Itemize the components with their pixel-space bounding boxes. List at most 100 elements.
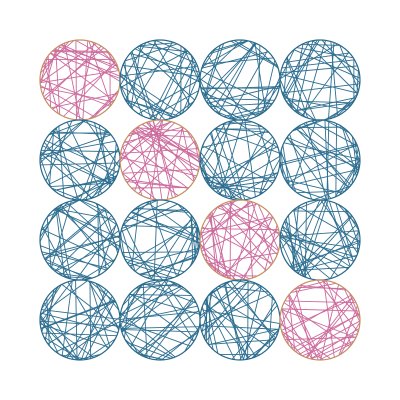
chord-line bbox=[339, 44, 359, 91]
chord-line bbox=[207, 55, 246, 120]
chord-line bbox=[84, 300, 116, 360]
chord-line bbox=[202, 40, 249, 68]
chord-line bbox=[323, 280, 335, 358]
chord-line bbox=[41, 149, 120, 153]
chord-line bbox=[280, 143, 357, 164]
chord-line bbox=[80, 199, 111, 214]
chord-line bbox=[40, 323, 110, 348]
chord-line bbox=[288, 295, 296, 352]
chord-line bbox=[319, 342, 353, 361]
chord-line bbox=[194, 139, 201, 166]
chord-line bbox=[47, 300, 116, 345]
chord-line bbox=[335, 123, 338, 197]
chord-line bbox=[291, 120, 317, 189]
chord-line bbox=[201, 306, 214, 350]
chord-line bbox=[341, 126, 357, 177]
chord-line bbox=[209, 133, 233, 200]
chord-line bbox=[293, 119, 321, 131]
chord-line bbox=[124, 60, 129, 105]
circle bbox=[39, 279, 121, 361]
chord-line bbox=[122, 225, 199, 229]
chord-line bbox=[285, 100, 353, 104]
chord-line bbox=[40, 299, 115, 329]
chord-line bbox=[124, 43, 178, 62]
chord-line bbox=[304, 202, 307, 278]
chord-line bbox=[146, 201, 201, 241]
chord-line bbox=[149, 49, 187, 120]
chord-line bbox=[153, 40, 192, 106]
chord-line bbox=[294, 280, 328, 290]
chord-line bbox=[286, 57, 316, 120]
chord-line bbox=[200, 86, 280, 90]
chord-line bbox=[281, 308, 313, 360]
chord-line bbox=[74, 169, 119, 201]
chord-line bbox=[328, 200, 351, 267]
circle bbox=[199, 119, 281, 201]
chord-line bbox=[129, 293, 200, 315]
chord-line bbox=[338, 305, 358, 356]
chord-line bbox=[205, 203, 258, 220]
chord-line bbox=[139, 279, 166, 287]
chord-line bbox=[291, 239, 361, 269]
chord-line bbox=[84, 338, 116, 361]
chord-line bbox=[136, 127, 189, 132]
chord-line bbox=[205, 146, 278, 181]
chord-line bbox=[120, 73, 182, 115]
chord-line bbox=[199, 165, 213, 189]
chord-line bbox=[60, 230, 120, 276]
chord-line bbox=[298, 200, 326, 274]
chord-line bbox=[183, 47, 201, 84]
chord-line bbox=[293, 266, 350, 271]
chord-line bbox=[243, 286, 262, 360]
circle bbox=[39, 199, 121, 281]
chord-line bbox=[200, 152, 237, 201]
chord-line bbox=[39, 315, 59, 354]
chord-line bbox=[232, 203, 257, 280]
chord-line bbox=[121, 329, 199, 333]
chord-line bbox=[80, 119, 111, 134]
chord-line bbox=[120, 233, 126, 259]
chord-line bbox=[293, 209, 307, 278]
chord-line bbox=[296, 40, 314, 113]
circle-outline bbox=[279, 279, 361, 361]
chord-line bbox=[264, 76, 281, 112]
chord-line bbox=[41, 285, 60, 310]
chord-line bbox=[200, 86, 236, 121]
chord-line bbox=[264, 224, 278, 272]
chord-line bbox=[64, 316, 121, 358]
chord-line bbox=[120, 285, 182, 316]
chord-line bbox=[211, 211, 229, 279]
chord-line bbox=[40, 162, 120, 166]
chord-line bbox=[39, 320, 120, 327]
chord-line bbox=[142, 283, 148, 358]
chord-line bbox=[129, 293, 195, 342]
chord-line bbox=[216, 206, 280, 234]
chord-line bbox=[292, 210, 349, 213]
chord-line bbox=[303, 200, 329, 277]
chord-line bbox=[354, 140, 360, 170]
chord-line bbox=[123, 222, 153, 280]
chord-line bbox=[120, 203, 178, 233]
chord-line bbox=[208, 328, 280, 346]
chord-line bbox=[295, 288, 313, 360]
chord-line bbox=[294, 102, 354, 112]
chord-line bbox=[203, 57, 274, 65]
chord-line bbox=[204, 299, 236, 360]
chord-line bbox=[283, 142, 361, 160]
chord-line bbox=[121, 228, 136, 272]
chord-line bbox=[120, 312, 176, 358]
chord-line bbox=[280, 236, 360, 250]
chord-line bbox=[149, 90, 199, 119]
chord-line bbox=[259, 139, 275, 195]
chord-line bbox=[231, 111, 264, 120]
chord-line bbox=[50, 182, 113, 187]
chord-line bbox=[130, 280, 169, 348]
circle bbox=[119, 39, 201, 121]
chord-line bbox=[98, 124, 111, 187]
chord-line bbox=[39, 78, 111, 107]
chord-line bbox=[288, 295, 319, 361]
chord-line bbox=[299, 215, 353, 275]
chord-line bbox=[207, 252, 278, 265]
chord-line bbox=[157, 279, 195, 342]
